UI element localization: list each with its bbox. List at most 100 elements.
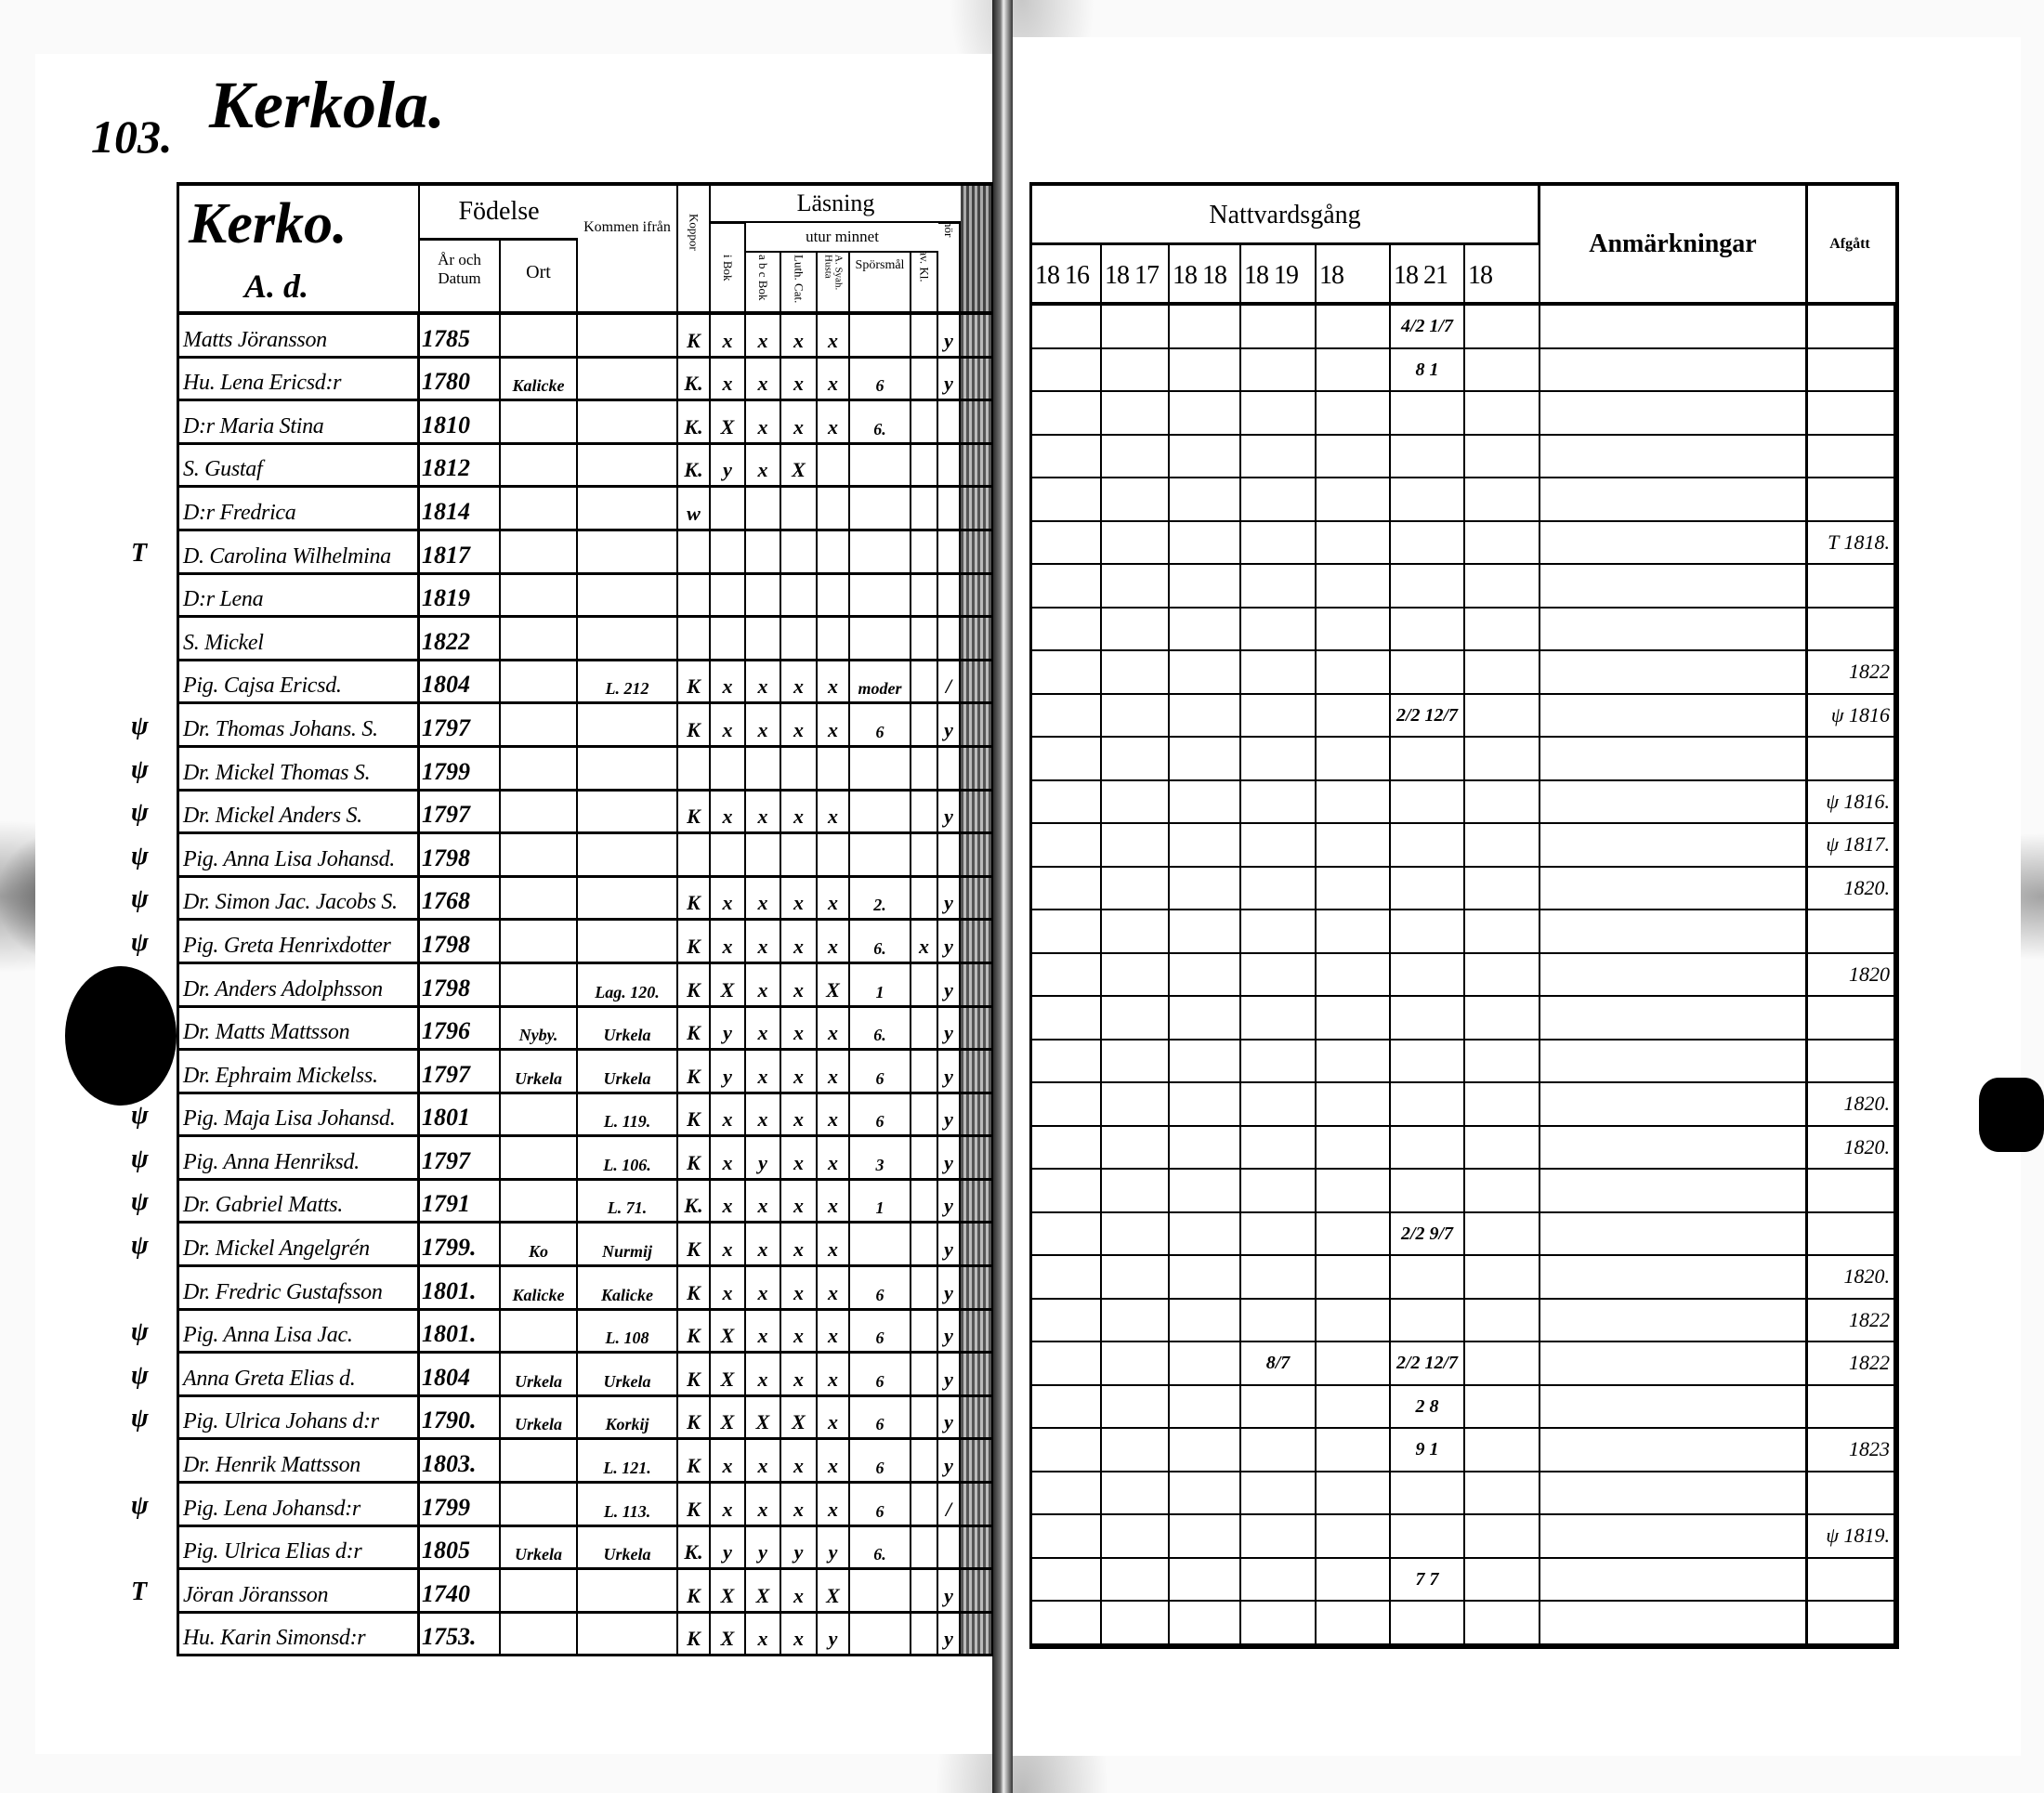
cell-abc-bok: x (746, 1484, 781, 1525)
cell-forhor: y (938, 1570, 961, 1611)
cell-y18b (1465, 1126, 1540, 1168)
cell-sysh: x (818, 401, 850, 442)
cell-sporsmal: 6 (850, 1396, 911, 1438)
cell-y18b (1465, 1299, 1540, 1341)
cell-luth-cat: x (781, 921, 818, 962)
cell-from (578, 401, 678, 442)
cell-afgatt: 1820. (1808, 1083, 1895, 1125)
cell-ort (501, 1570, 578, 1611)
cell-sysh: x (818, 358, 850, 399)
cell-born: 1797 (420, 1137, 501, 1178)
cell-luth-cat: x (781, 1137, 818, 1178)
header-year: 18 17 (1102, 245, 1170, 306)
cell-luth-cat: x (781, 1440, 818, 1482)
cell-i-bok: x (711, 704, 746, 745)
cell-y1821 (1391, 435, 1465, 477)
cell-sporsmal: 6 (850, 1484, 911, 1525)
cell-luth-cat: x (781, 1093, 818, 1135)
cell-i-bok: X (711, 1354, 746, 1394)
cell-forhor: y (938, 1396, 961, 1438)
cell-i-bok: y (711, 1051, 746, 1092)
cell-sporsmal: 6. (850, 1526, 911, 1568)
cell-born: 1817 (420, 530, 501, 572)
cell-born: 1796 (420, 1007, 501, 1049)
cell-abc-bok: x (746, 1051, 781, 1092)
cell-y1817 (1102, 1558, 1170, 1600)
cell-y1817 (1102, 1472, 1170, 1513)
cell-remarks (1540, 1212, 1808, 1254)
cell-sporsmal: 2. (850, 877, 911, 919)
cell-remarks (1540, 780, 1808, 822)
cell-abc-bok (746, 834, 781, 875)
table-row (1032, 478, 1895, 522)
cell-sporsmal: moder (850, 661, 911, 702)
cell-remarks (1540, 997, 1808, 1039)
header-i-bok: i Bok (711, 186, 746, 311)
cell-name: Dr. Mickel Thomas S. (179, 747, 420, 789)
status-mark: T (131, 1577, 148, 1606)
communion-register-table: Nattvardsgång 18 16 18 17 18 18 18 19 18 18 2… (1029, 182, 1899, 1649)
cell-afgatt: 1820 (1808, 953, 1895, 995)
cell-afgatt (1808, 997, 1895, 1039)
cell-y1816 (1032, 435, 1102, 477)
cell-sysh: x (818, 1180, 850, 1222)
cell-from: L. 106. (578, 1137, 678, 1178)
cell-y1818 (1170, 608, 1241, 649)
cell-y1821 (1391, 1083, 1465, 1125)
cell-y1821 (1391, 1602, 1465, 1643)
cell-ort (501, 661, 578, 702)
cell-dav-kl (911, 1224, 938, 1265)
cell-y18a (1317, 1385, 1391, 1427)
table-row: Dr. Fredric Gustafsson 1801. Kalicke Kalick… (179, 1267, 993, 1311)
cell-y1819 (1241, 694, 1317, 736)
cell-remarks (1540, 1342, 1808, 1384)
cell-koppor: K (678, 661, 711, 702)
cell-abc-bok: x (746, 1224, 781, 1265)
cell-y1816 (1032, 651, 1102, 693)
cell-y1821 (1391, 521, 1465, 563)
cell-y1817 (1102, 565, 1170, 607)
cell-y1821: 2/2 12/7 (1391, 1342, 1465, 1384)
cell-remarks (1540, 521, 1808, 563)
table-header: Nattvardsgång 18 16 18 17 18 18 18 19 18 18 2… (1032, 186, 1895, 306)
cell-born: 1797 (420, 1051, 501, 1092)
cell-afgatt: ψ 1816. (1808, 780, 1895, 822)
cell-ort: Urkela (501, 1354, 578, 1394)
cell-luth-cat: x (781, 791, 818, 832)
cell-name: Pig. Anna Lisa Jac. (179, 1310, 420, 1352)
cell-y1817 (1102, 694, 1170, 736)
cell-y1816 (1032, 1126, 1102, 1168)
status-mark: ψ (131, 1317, 149, 1347)
cell-born: 1780 (420, 358, 501, 399)
cell-from: Kalicke (578, 1267, 678, 1308)
cell-y1819: 8/7 (1241, 1342, 1317, 1384)
cell-dav-kl (911, 747, 938, 789)
cell-y1817 (1102, 953, 1170, 995)
cell-born: 1797 (420, 791, 501, 832)
status-mark: ψ (131, 1231, 149, 1261)
cell-y1816 (1032, 1299, 1102, 1341)
cell-y1817 (1102, 824, 1170, 866)
cell-ort (501, 921, 578, 962)
cell-ort: Kalicke (501, 358, 578, 399)
header-year: 18 16 (1032, 245, 1102, 306)
cell-afgatt: 1822 (1808, 651, 1895, 693)
cell-y1821: 2/2 12/7 (1391, 694, 1465, 736)
page-gutter (961, 1354, 993, 1394)
header-afgatt: Afgått (1829, 235, 1870, 252)
cell-ort (501, 1440, 578, 1482)
cell-sysh (818, 530, 850, 572)
table-row (1032, 1040, 1895, 1083)
page-gutter (961, 1051, 993, 1092)
page-gutter (961, 963, 993, 1005)
cell-afgatt (1808, 565, 1895, 607)
cell-y18b (1465, 1212, 1540, 1254)
cell-y1817 (1102, 780, 1170, 822)
cell-remarks (1540, 1429, 1808, 1471)
cell-name: Hu. Lena Ericsd:r (179, 358, 420, 399)
cell-y1821 (1391, 1126, 1465, 1168)
cell-y1816 (1032, 306, 1102, 347)
cell-remarks (1540, 910, 1808, 952)
